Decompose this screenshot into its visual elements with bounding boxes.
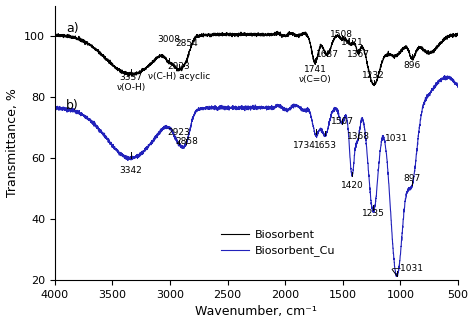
Biosorbent_Cu <box>442 74 447 77</box>
Text: 2854: 2854 <box>175 39 198 48</box>
Text: 1235: 1235 <box>362 209 385 218</box>
Biosorbent_Cu <box>308 116 314 120</box>
Biosorbent_Cu <box>198 106 203 110</box>
Biosorbent_Cu <box>424 97 430 100</box>
Biosorbent <box>242 32 248 36</box>
Text: 1741
ν(C=O): 1741 ν(C=O) <box>299 65 331 85</box>
Biosorbent_Cu <box>242 106 248 110</box>
Biosorbent <box>198 35 203 39</box>
Biosorbent <box>424 51 430 55</box>
Text: b): b) <box>66 98 79 112</box>
Biosorbent <box>52 33 58 37</box>
Biosorbent <box>372 84 377 87</box>
Biosorbent_Cu <box>291 105 297 109</box>
Biosorbent_Cu <box>52 106 58 110</box>
Text: 2923
ν(C-H) acyclic: 2923 ν(C-H) acyclic <box>148 62 210 81</box>
Text: 1368: 1368 <box>346 132 369 141</box>
Text: 3342: 3342 <box>119 166 142 175</box>
Biosorbent_Cu <box>393 274 399 278</box>
Text: 3008: 3008 <box>157 35 181 44</box>
Biosorbent <box>275 29 281 33</box>
Text: 3337
ν(O-H): 3337 ν(O-H) <box>117 73 146 92</box>
Line: Biosorbent_Cu: Biosorbent_Cu <box>55 75 458 276</box>
Biosorbent <box>455 33 461 37</box>
Text: 1367: 1367 <box>346 50 370 59</box>
X-axis label: Wavenumber, cm⁻¹: Wavenumber, cm⁻¹ <box>195 306 317 318</box>
Text: 1421: 1421 <box>340 38 363 47</box>
Y-axis label: Transmittance, %: Transmittance, % <box>6 88 18 197</box>
Biosorbent_Cu <box>455 84 461 88</box>
Text: 1637: 1637 <box>316 50 338 59</box>
Text: 1232: 1232 <box>362 71 385 80</box>
Text: a): a) <box>66 22 79 35</box>
Biosorbent_Cu <box>136 154 142 158</box>
Biosorbent <box>308 46 314 50</box>
Biosorbent <box>136 70 142 74</box>
Text: 2858: 2858 <box>175 137 198 146</box>
Text: 1734: 1734 <box>293 142 316 150</box>
Text: 1653: 1653 <box>314 142 337 150</box>
Text: —1031: —1031 <box>392 263 424 272</box>
Text: 2923: 2923 <box>167 128 190 137</box>
Legend: Biosorbent, Biosorbent_Cu: Biosorbent, Biosorbent_Cu <box>217 226 339 261</box>
Text: 1031: 1031 <box>385 134 408 143</box>
Text: 896: 896 <box>404 61 421 70</box>
Text: 1507: 1507 <box>330 117 354 126</box>
Text: 897: 897 <box>403 174 421 182</box>
Text: 1508: 1508 <box>330 30 353 39</box>
Text: 1420: 1420 <box>341 181 364 190</box>
Line: Biosorbent: Biosorbent <box>55 31 458 86</box>
Biosorbent <box>292 31 297 35</box>
